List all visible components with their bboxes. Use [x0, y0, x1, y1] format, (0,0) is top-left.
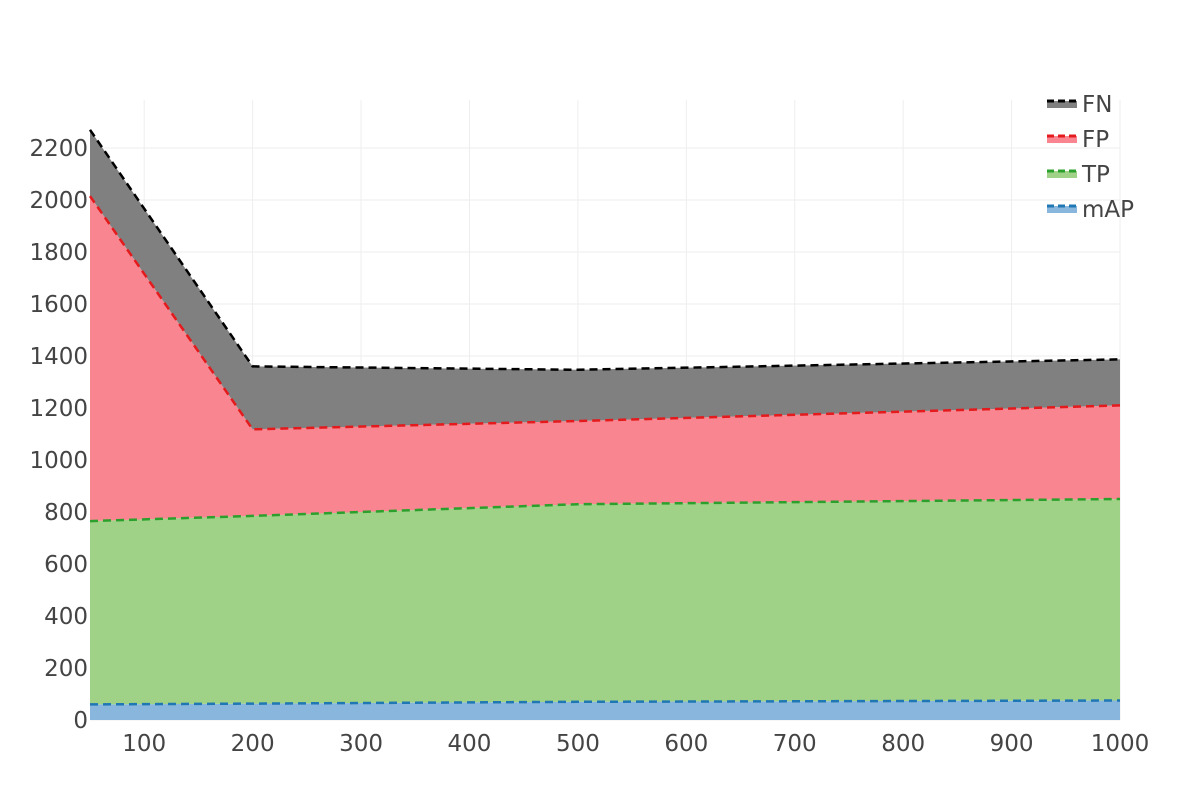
- y-tick-label: 1600: [29, 292, 88, 318]
- x-tick-label: 200: [231, 731, 275, 757]
- y-tick-label: 800: [44, 500, 88, 526]
- x-tick-label: 100: [122, 731, 166, 757]
- x-tick-label: 500: [556, 731, 600, 757]
- area-fn: [90, 129, 1120, 430]
- x-tick-label: 400: [448, 731, 492, 757]
- line-fp: [88, 195, 1121, 431]
- legend-swatch: [1047, 101, 1077, 108]
- axis-layer: 100 200 300 400 500 600 700 800 900 1000 0 200 400 60…: [29, 136, 1149, 757]
- y-tick-label: 400: [44, 604, 88, 630]
- x-tick-label: 300: [339, 731, 383, 757]
- x-tick-label: 900: [990, 731, 1034, 757]
- legend-label: TP: [1081, 162, 1110, 188]
- y-tick-label: 600: [44, 552, 88, 578]
- line-map: [89, 699, 1121, 706]
- line-fn: [88, 129, 1121, 372]
- y-tick-label: 1800: [29, 240, 88, 266]
- y-tick-label: 2200: [29, 136, 88, 162]
- legend-label: FN: [1082, 92, 1112, 118]
- legend-item-tp[interactable]: TP: [1047, 162, 1110, 188]
- y-tick-label: 1000: [29, 448, 88, 474]
- y-tick-label: 1400: [29, 344, 88, 370]
- y-tick-label: 200: [44, 656, 88, 682]
- legend-item-fn[interactable]: FN: [1047, 92, 1112, 118]
- x-tick-label: 1000: [1091, 731, 1150, 757]
- legend-item-fp[interactable]: FP: [1047, 127, 1109, 153]
- legend-item-map[interactable]: mAP: [1047, 197, 1134, 223]
- legend-swatch: [1047, 171, 1077, 178]
- line-layer: [88, 129, 1121, 706]
- x-tick-label: 600: [664, 731, 708, 757]
- legend-swatch: [1047, 136, 1077, 143]
- legend-swatch: [1047, 206, 1077, 213]
- y-tick-label: 0: [73, 708, 88, 734]
- x-tick-label: 700: [773, 731, 817, 757]
- y-tick-label: 2000: [29, 188, 88, 214]
- legend-label: mAP: [1082, 197, 1134, 223]
- line-tp: [89, 497, 1121, 523]
- legend-label: FP: [1082, 127, 1109, 153]
- x-tick-label: 800: [881, 731, 925, 757]
- legend[interactable]: FN FP TP mAP: [1047, 92, 1134, 223]
- area-fp: [90, 196, 1120, 522]
- area-map: [90, 700, 1120, 720]
- area-layer: [90, 129, 1120, 720]
- area-tp: [90, 499, 1120, 705]
- y-tick-label: 1200: [29, 396, 88, 422]
